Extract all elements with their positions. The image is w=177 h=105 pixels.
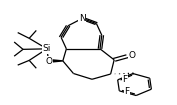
Text: O: O: [45, 57, 52, 66]
Text: F: F: [125, 87, 130, 96]
Text: N: N: [79, 14, 86, 23]
Text: F: F: [122, 75, 128, 83]
Text: Si: Si: [43, 44, 51, 53]
Text: O: O: [129, 51, 136, 60]
Polygon shape: [51, 60, 63, 62]
